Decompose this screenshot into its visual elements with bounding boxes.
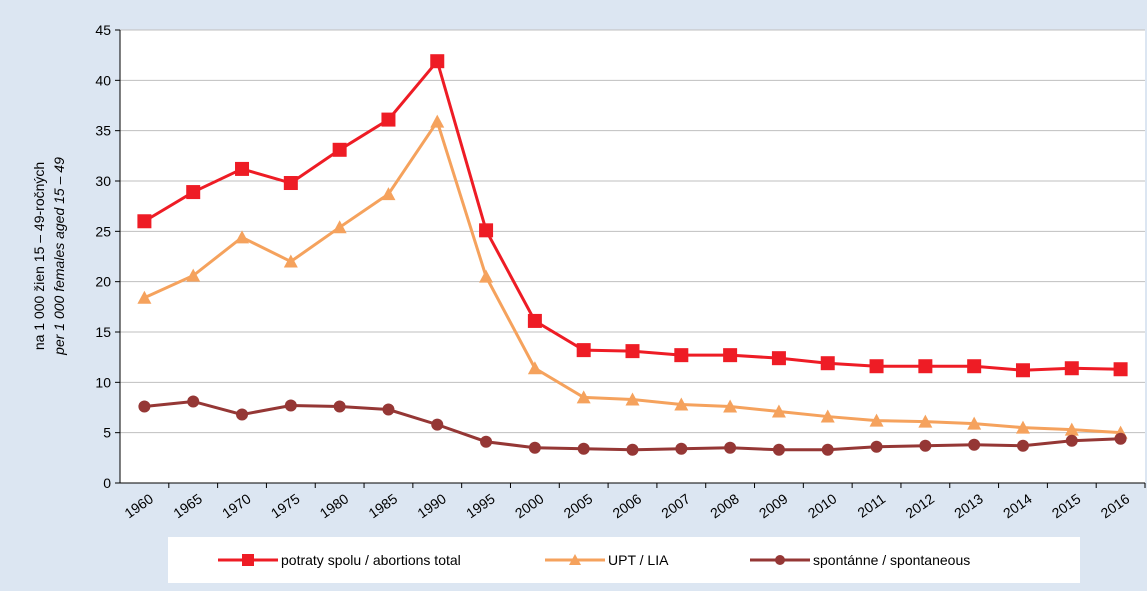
marker: [187, 395, 200, 408]
marker: [674, 397, 689, 411]
marker: [283, 176, 298, 191]
marker: [772, 443, 785, 456]
marker: [576, 343, 591, 358]
marker: [1113, 362, 1128, 377]
marker: [1114, 432, 1127, 445]
marker: [918, 414, 933, 428]
y-tick-label: 5: [103, 425, 111, 441]
marker: [674, 348, 689, 363]
marker: [870, 440, 883, 453]
legend-marker: [775, 555, 785, 565]
plot-area: [120, 30, 1145, 483]
marker: [430, 54, 445, 69]
marker: [236, 408, 249, 421]
marker: [527, 361, 542, 375]
marker: [820, 356, 835, 371]
marker: [771, 351, 786, 366]
marker: [283, 254, 298, 268]
marker: [821, 443, 834, 456]
marker: [967, 416, 982, 430]
legend-label: potraty spolu / abortions total: [281, 552, 461, 568]
marker: [431, 418, 444, 431]
marker: [284, 399, 297, 412]
legend-box: [168, 537, 1080, 583]
marker: [235, 161, 250, 176]
marker: [968, 438, 981, 451]
marker: [430, 114, 445, 128]
y-axis-title: per 1 000 females aged 15 – 49: [51, 157, 67, 356]
marker: [626, 443, 639, 456]
marker: [625, 344, 640, 359]
marker: [723, 399, 738, 413]
y-tick-label: 35: [95, 123, 111, 139]
y-tick-label: 10: [95, 374, 111, 390]
marker: [820, 409, 835, 423]
marker: [186, 268, 201, 282]
y-tick-label: 25: [95, 223, 111, 239]
marker: [576, 390, 591, 404]
marker: [479, 269, 494, 283]
marker: [1064, 361, 1079, 376]
marker: [1064, 422, 1079, 436]
marker: [1065, 434, 1078, 447]
y-tick-label: 30: [95, 173, 111, 189]
marker: [1015, 363, 1030, 378]
marker: [625, 392, 640, 406]
y-axis-title: na 1 000 žien 15 – 49-ročných: [31, 162, 47, 350]
y-tick-label: 45: [95, 22, 111, 38]
marker: [527, 313, 542, 328]
marker: [480, 435, 493, 448]
marker: [186, 185, 201, 200]
legend-marker: [569, 554, 581, 565]
marker: [332, 220, 347, 234]
marker: [771, 404, 786, 418]
legend-label: spontánne / spontaneous: [813, 552, 970, 568]
marker: [1016, 439, 1029, 452]
marker: [919, 439, 932, 452]
marker: [333, 400, 346, 413]
marker: [138, 400, 151, 413]
marker: [382, 403, 395, 416]
y-tick-label: 15: [95, 324, 111, 340]
marker: [869, 359, 884, 374]
marker: [675, 442, 688, 455]
marker: [967, 359, 982, 374]
marker: [381, 112, 396, 127]
legend-label: UPT / LIA: [608, 552, 669, 568]
marker: [918, 359, 933, 374]
y-tick-label: 20: [95, 274, 111, 290]
marker: [235, 230, 250, 244]
marker: [1015, 420, 1030, 434]
marker: [577, 442, 590, 455]
marker: [869, 413, 884, 427]
marker: [724, 441, 737, 454]
marker: [137, 290, 152, 304]
marker: [381, 187, 396, 201]
y-tick-label: 0: [103, 475, 111, 491]
marker: [479, 223, 494, 238]
marker: [332, 142, 347, 157]
legend-marker: [242, 554, 254, 566]
marker: [137, 214, 152, 229]
marker: [528, 441, 541, 454]
y-tick-label: 40: [95, 72, 111, 88]
marker: [723, 348, 738, 363]
